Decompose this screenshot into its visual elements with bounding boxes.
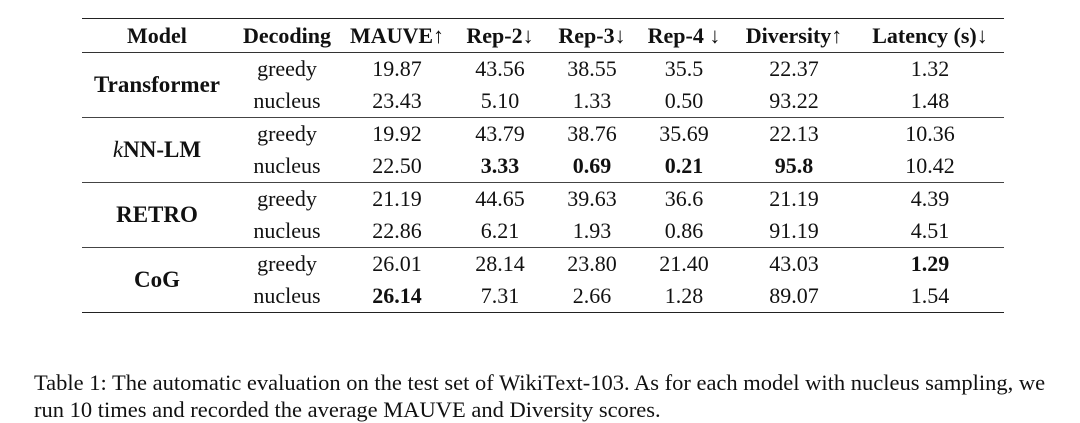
latency-cell: 4.51 xyxy=(910,218,950,243)
header-rep2: Rep-2↓ xyxy=(466,22,534,48)
header-rep4: Rep-4 ↓ xyxy=(647,22,721,48)
rep4-cell: 21.40 xyxy=(659,251,709,276)
header-model: Model xyxy=(127,22,187,48)
rep3-cell: 1.93 xyxy=(572,218,612,243)
header-mauve: MAUVE↑ xyxy=(349,22,445,48)
header-latency: Latency (s)↓ xyxy=(872,22,988,48)
diversity-cell: 21.19 xyxy=(769,186,819,211)
latency-cell: 4.39 xyxy=(910,186,950,211)
decoding-cell: greedy xyxy=(257,121,317,146)
rep2-cell: 43.56 xyxy=(475,56,525,81)
diversity-cell: 22.13 xyxy=(769,121,819,146)
rep4-cell-best: 0.21 xyxy=(664,153,704,178)
rep2-cell: 7.31 xyxy=(480,283,520,308)
table-row: nucleus 23.43 5.10 1.33 0.50 93.22 1.48 xyxy=(82,85,1004,118)
header-rep3: Rep-3↓ xyxy=(558,22,626,48)
rep3-cell: 23.80 xyxy=(567,251,617,276)
mauve-cell: 22.86 xyxy=(372,218,422,243)
header-diversity: Diversity↑ xyxy=(745,22,843,48)
rep4-cell: 0.86 xyxy=(664,218,704,243)
decoding-cell: nucleus xyxy=(253,153,321,178)
model-name: kNN-LM xyxy=(82,118,232,183)
model-name: RETRO xyxy=(116,202,198,227)
results-table: Model Decoding MAUVE↑ Rep-2↓ Rep-3↓ Rep-… xyxy=(82,18,1004,313)
rep4-cell: 35.69 xyxy=(659,121,709,146)
diversity-cell: 89.07 xyxy=(769,283,819,308)
latency-cell: 10.42 xyxy=(905,153,955,178)
table-row: RETRO greedy 21.19 44.65 39.63 36.6 21.1… xyxy=(82,183,1004,227)
decoding-cell: greedy xyxy=(257,56,317,81)
group-knn-lm: kNN-LM greedy 19.92 43.79 38.76 35.69 22… xyxy=(82,118,1004,183)
table-row: nucleus 22.50 3.33 0.69 0.21 95.8 10.42 xyxy=(82,150,1004,183)
mauve-cell-best: 26.14 xyxy=(372,283,422,308)
rep4-cell: 0.50 xyxy=(664,88,704,113)
rep2-cell-best: 3.33 xyxy=(480,153,520,178)
decoding-cell: nucleus xyxy=(253,283,321,308)
latency-cell: 10.36 xyxy=(905,121,955,146)
decoding-cell: nucleus xyxy=(253,218,321,243)
model-name: Transformer xyxy=(93,72,221,97)
group-retro: RETRO greedy 21.19 44.65 39.63 36.6 21.1… xyxy=(82,183,1004,248)
group-transformer: Transformer greedy 19.87 43.56 38.55 35.… xyxy=(82,53,1004,118)
latency-cell: 1.48 xyxy=(910,88,950,113)
decoding-cell: nucleus xyxy=(253,88,321,113)
rep3-cell: 2.66 xyxy=(572,283,612,308)
rep3-cell: 38.55 xyxy=(567,56,617,81)
table-row: kNN-LM greedy 19.92 43.79 38.76 35.69 22… xyxy=(82,118,1004,162)
decoding-cell: greedy xyxy=(257,186,317,211)
table-row: nucleus 26.14 7.31 2.66 1.28 89.07 1.54 xyxy=(82,280,1004,313)
group-cog: CoG greedy 26.01 28.14 23.80 21.40 43.03… xyxy=(82,248,1004,313)
rep3-cell: 38.76 xyxy=(567,121,617,146)
rep2-cell: 5.10 xyxy=(480,88,520,113)
latency-cell-best: 1.29 xyxy=(910,251,950,276)
rep3-cell-best: 0.69 xyxy=(572,153,612,178)
table-row: Transformer greedy 19.87 43.56 38.55 35.… xyxy=(82,53,1004,97)
rep3-cell: 1.33 xyxy=(572,88,612,113)
mauve-cell: 19.92 xyxy=(372,121,422,146)
model-name-suffix: NN-LM xyxy=(123,137,202,162)
mauve-cell: 22.50 xyxy=(372,153,422,178)
diversity-cell: 93.22 xyxy=(769,88,819,113)
rep4-cell: 36.6 xyxy=(664,186,704,211)
decoding-cell: greedy xyxy=(257,251,317,276)
model-name: CoG xyxy=(134,267,180,292)
rep2-cell: 43.79 xyxy=(475,121,525,146)
rep4-cell: 1.28 xyxy=(664,283,704,308)
rep2-cell: 44.65 xyxy=(475,186,525,211)
mauve-cell: 23.43 xyxy=(372,88,422,113)
rep4-cell: 35.5 xyxy=(664,56,704,81)
table-row: nucleus 22.86 6.21 1.93 0.86 91.19 4.51 xyxy=(82,215,1004,248)
diversity-cell: 43.03 xyxy=(769,251,819,276)
diversity-cell: 22.37 xyxy=(769,56,819,81)
table-row: CoG greedy 26.01 28.14 23.80 21.40 43.03… xyxy=(82,248,1004,292)
diversity-cell-best: 95.8 xyxy=(774,153,814,178)
mauve-cell: 21.19 xyxy=(372,186,422,211)
table-header-row: Model Decoding MAUVE↑ Rep-2↓ Rep-3↓ Rep-… xyxy=(82,18,1004,53)
latency-cell: 1.54 xyxy=(910,283,950,308)
diversity-cell: 91.19 xyxy=(769,218,819,243)
latency-cell: 1.32 xyxy=(910,56,950,81)
rep3-cell: 39.63 xyxy=(567,186,617,211)
rep2-cell: 28.14 xyxy=(475,251,525,276)
table-caption: Table 1: The automatic evaluation on the… xyxy=(34,369,1046,422)
mauve-cell: 19.87 xyxy=(372,56,422,81)
header-decoding: Decoding xyxy=(243,22,331,48)
mauve-cell: 26.01 xyxy=(372,251,422,276)
rep2-cell: 6.21 xyxy=(480,218,520,243)
model-name-prefix: k xyxy=(112,137,124,162)
